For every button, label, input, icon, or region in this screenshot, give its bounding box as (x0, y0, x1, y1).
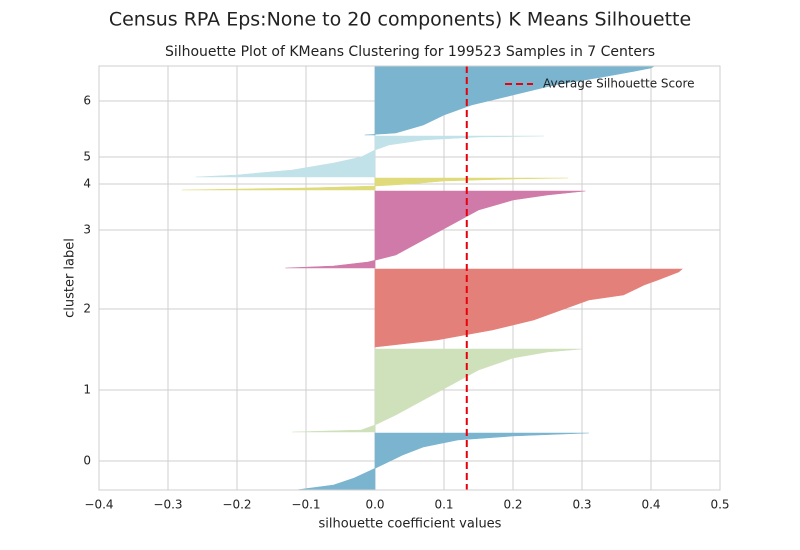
plot-frame (98, 65, 721, 491)
y-tick-label: 3 (83, 223, 91, 237)
y-tick-label: 0 (83, 454, 91, 468)
y-tick-label: 5 (83, 150, 91, 164)
x-tick-label: 0.2 (503, 498, 522, 512)
y-tick-label: 1 (83, 383, 91, 397)
x-tick-label: 0.1 (434, 498, 453, 512)
y-tick-label: 2 (83, 302, 91, 316)
x-axis-label: silhouette coefficient values (319, 517, 502, 532)
y-tick-label: 6 (83, 94, 91, 108)
x-tick-label: −0.1 (291, 498, 320, 512)
x-tick-label: 0.5 (710, 498, 729, 512)
x-tick-label: 0.3 (572, 498, 591, 512)
y-axis-label: cluster label (63, 238, 78, 318)
x-tick-label: 0.0 (365, 498, 384, 512)
x-tick-label: −0.3 (153, 498, 182, 512)
chart-title: Census RPA Eps:None to 20 components) K … (109, 9, 691, 31)
y-tick-label: 4 (83, 177, 91, 191)
x-tick-label: −0.4 (84, 498, 113, 512)
cluster-silhouette (285, 190, 586, 269)
legend-label: Average Silhouette Score (543, 77, 695, 91)
x-tick-label: 0.4 (641, 498, 660, 512)
cluster-silhouette (181, 177, 569, 191)
chart-subtitle: Silhouette Plot of KMeans Clustering for… (165, 44, 655, 60)
x-tick-label: −0.2 (222, 498, 251, 512)
cluster-silhouette (295, 432, 589, 491)
cluster-silhouette (292, 348, 583, 433)
cluster-silhouette (195, 135, 545, 178)
cluster-silhouette (374, 268, 683, 348)
